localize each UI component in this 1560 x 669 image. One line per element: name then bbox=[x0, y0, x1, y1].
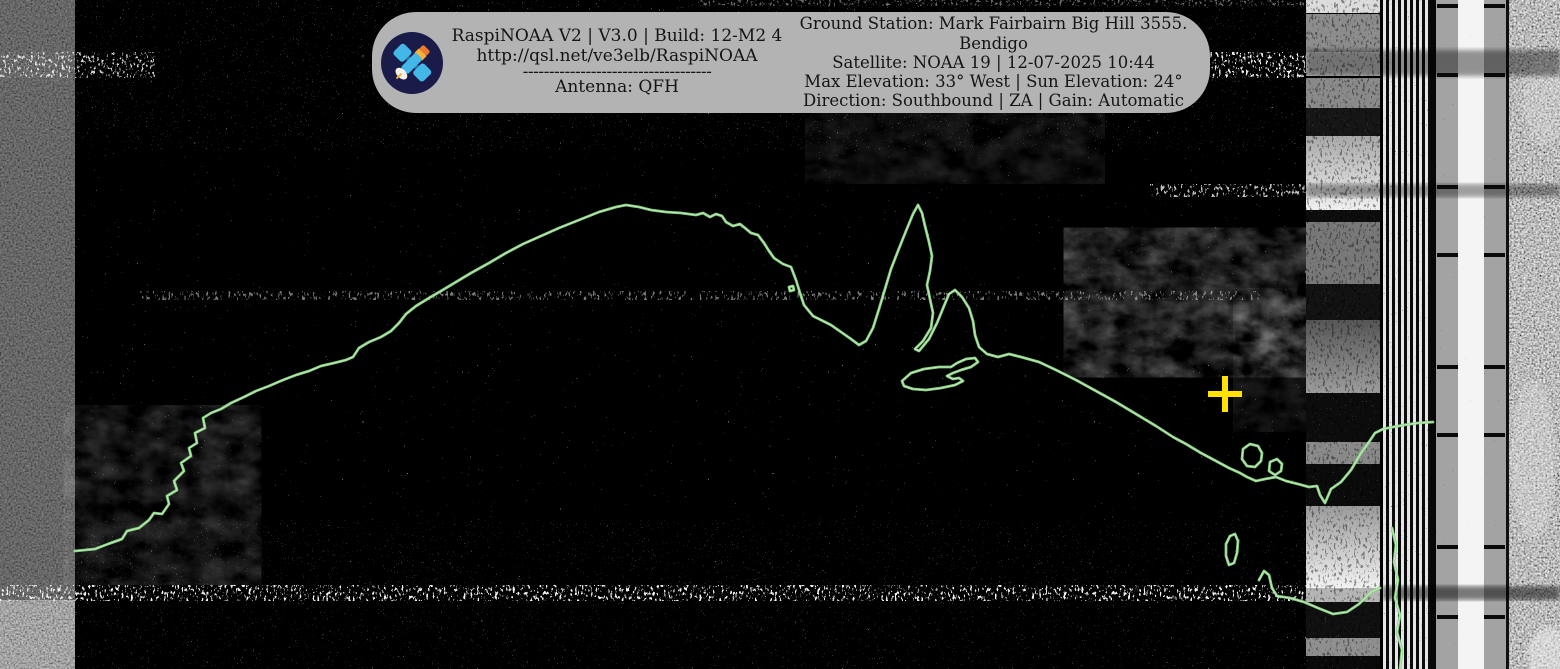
telemetry-wedges bbox=[1306, 0, 1380, 669]
direction-text: Direction: Southbound | ZA | Gain: Autom… bbox=[802, 91, 1185, 111]
pass-info: Ground Station: Mark Fairbairn Big Hill … bbox=[785, 14, 1210, 110]
sync-pattern bbox=[1383, 0, 1436, 669]
elevation-text: Max Elevation: 33° West | Sun Elevation:… bbox=[804, 72, 1183, 92]
left-edge-noise bbox=[0, 0, 75, 669]
channel-spacer bbox=[1436, 0, 1509, 669]
ground-station-marker bbox=[1208, 376, 1242, 412]
raspinoaa-logo bbox=[381, 31, 443, 94]
minute-markers bbox=[1437, 4, 1505, 619]
url-text: http://qsl.net/ve3elb/RaspiNOAA bbox=[476, 45, 758, 66]
build-info-text: RaspiNOAA V2 | V3.0 | Build: 12-M2 4 bbox=[451, 26, 783, 47]
map-overlay bbox=[73, 203, 1435, 669]
satellite-text: Satellite: NOAA 19 | 12-07-2025 10:44 bbox=[832, 52, 1155, 72]
station-software-info: RaspiNOAA V2 | V3.0 | Build: 12-M2 4 htt… bbox=[449, 27, 785, 98]
city-text: Bendigo bbox=[959, 33, 1028, 53]
noise-bands bbox=[0, 0, 1560, 601]
antenna-info-text: Antenna: QFH bbox=[555, 77, 679, 98]
info-panel: RaspiNOAA V2 | V3.0 | Build: 12-M2 4 htt… bbox=[372, 12, 1210, 113]
channel-b-noise bbox=[1509, 0, 1560, 669]
ground-station-text: Ground Station: Mark Fairbairn Big Hill … bbox=[799, 14, 1188, 34]
divider-text: ------------------------------------ bbox=[522, 62, 712, 83]
satellite-icon bbox=[381, 31, 443, 94]
